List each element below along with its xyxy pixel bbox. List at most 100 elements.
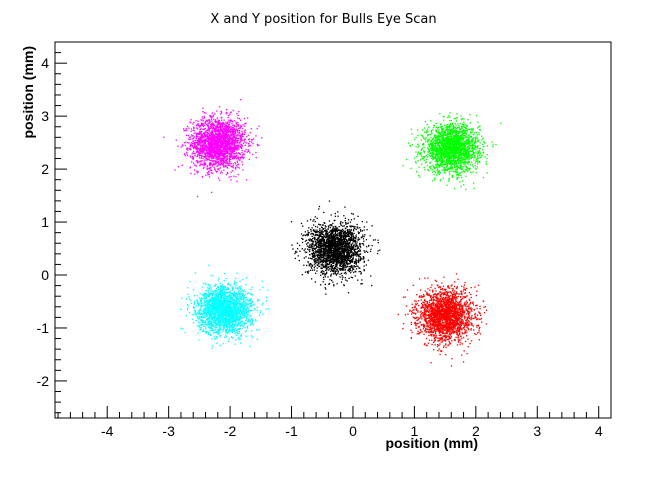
scatter-point xyxy=(436,160,438,162)
scatter-point xyxy=(228,160,230,162)
scatter-point xyxy=(209,134,211,137)
scatter-point xyxy=(491,141,493,143)
scatter-point xyxy=(241,135,243,137)
scatter-point xyxy=(305,256,307,258)
scatter-point xyxy=(218,149,220,151)
scatter-point xyxy=(317,245,319,247)
scatter-point xyxy=(430,131,432,133)
scatter-point xyxy=(471,164,473,166)
scatter-point xyxy=(447,144,449,147)
scatter-point xyxy=(215,141,217,143)
scatter-point xyxy=(456,113,458,115)
scatter-point xyxy=(209,169,211,172)
scatter-point xyxy=(465,149,467,151)
scatter-point xyxy=(349,239,351,241)
scatter-point xyxy=(186,125,189,128)
scatter-point xyxy=(227,129,229,131)
scatter-point xyxy=(442,147,444,149)
scatter-point xyxy=(455,157,457,159)
scatter-point xyxy=(231,138,233,140)
scatter-point xyxy=(456,141,458,143)
scatter-point xyxy=(439,166,441,168)
scatter-point xyxy=(322,240,324,242)
scatter-point xyxy=(234,129,236,131)
scatter-point xyxy=(435,163,437,165)
scatter-point xyxy=(439,152,441,154)
scatter-point xyxy=(214,153,217,156)
scatter-point xyxy=(467,155,469,157)
scatter-point xyxy=(230,119,232,121)
scatter-point xyxy=(202,136,204,138)
scatter-point xyxy=(450,160,452,163)
scatter-point xyxy=(449,144,451,146)
scatter-point xyxy=(462,137,464,139)
scatter-point xyxy=(188,138,190,140)
scatter-point xyxy=(225,112,227,114)
scatter-point xyxy=(313,224,315,226)
scatter-point xyxy=(202,157,204,159)
scatter-point xyxy=(474,155,476,157)
scatter-point xyxy=(234,156,236,158)
scatter-point xyxy=(216,124,219,126)
scatter-point xyxy=(461,148,464,150)
scatter-point xyxy=(219,158,221,160)
scatter-point xyxy=(219,136,221,138)
scatter-point xyxy=(230,152,232,154)
scatter-point xyxy=(224,145,226,147)
scatter-point xyxy=(461,153,463,155)
scatter-point xyxy=(465,150,467,153)
scatter-point xyxy=(218,144,220,146)
scatter-point xyxy=(227,134,229,136)
scatter-point xyxy=(200,148,202,150)
scatter-point xyxy=(203,115,205,117)
scatter-point xyxy=(446,134,449,136)
scatter-point xyxy=(231,132,233,134)
scatter-point xyxy=(204,141,206,143)
scatter-point xyxy=(450,145,452,147)
scatter-point xyxy=(234,162,236,164)
scatter-point xyxy=(200,137,202,139)
scatter-point xyxy=(238,158,240,161)
scatter-point xyxy=(476,134,478,136)
scatter-point xyxy=(461,142,464,144)
scatter-point xyxy=(459,142,462,145)
scatter-point xyxy=(464,145,466,147)
scatter-point xyxy=(440,133,442,135)
scatter-point xyxy=(233,140,235,142)
scatter-point xyxy=(310,228,312,231)
scatter-point xyxy=(217,162,219,164)
scatter-point xyxy=(163,136,165,138)
scatter-point xyxy=(359,250,361,252)
scatter-point xyxy=(211,132,214,134)
scatter-point xyxy=(228,145,231,148)
scatter-point xyxy=(444,127,446,129)
scatter-point xyxy=(220,125,222,127)
scatter-point xyxy=(228,139,230,141)
scatter-point xyxy=(478,157,480,159)
scatter-point xyxy=(465,156,468,158)
scatter-point xyxy=(248,144,251,147)
scatter-point xyxy=(216,157,218,159)
scatter-point xyxy=(459,123,461,125)
scatter-point xyxy=(459,172,461,174)
scatter-point xyxy=(452,129,454,131)
scatter-point xyxy=(462,159,464,161)
scatter-point xyxy=(473,143,476,145)
scatter-point xyxy=(465,159,467,161)
scatter-point xyxy=(196,133,198,135)
scatter-point xyxy=(453,165,456,167)
scatter-point xyxy=(298,244,301,247)
scatter-point xyxy=(216,121,218,123)
scatter-point xyxy=(247,150,249,152)
scatter-point xyxy=(233,156,235,158)
scatter-point xyxy=(347,241,349,243)
scatter-point xyxy=(202,147,205,149)
scatter-point xyxy=(458,144,460,146)
scatter-point xyxy=(228,143,231,145)
scatter-point xyxy=(216,156,218,158)
scatter-point xyxy=(454,131,456,133)
scatter-point xyxy=(439,159,442,161)
scatter-point xyxy=(211,148,213,150)
scatter-point xyxy=(213,127,216,129)
scatter-point xyxy=(224,137,227,140)
